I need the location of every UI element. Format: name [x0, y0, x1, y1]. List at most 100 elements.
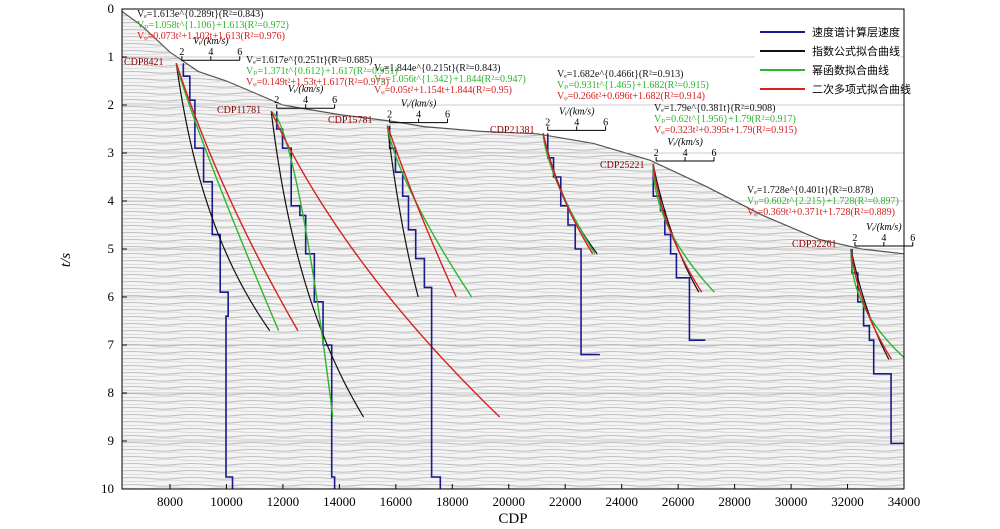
quadratic-fit-curve	[850, 248, 893, 360]
exponential-equation: Vₑ=1.844e^{0.215t}(R²=0.843)	[374, 63, 500, 74]
velocity-scale-label: Vᵢ/(km/s)	[193, 36, 229, 47]
velocity-scale-tick-label: 6	[332, 95, 337, 106]
quadratic-fit-curve	[542, 133, 594, 255]
y-axis: 0 1 2 3 4 5 6 7 8 9 10	[101, 1, 127, 496]
seismic-section	[122, 11, 904, 489]
exponential-fit-curve	[652, 163, 700, 293]
y-axis-label: t/s	[58, 253, 74, 267]
velocity-scale-tick-label: 2	[654, 148, 659, 159]
velocity-scale-tick-label: 4	[683, 148, 688, 159]
exponential-fit-curve	[270, 111, 365, 418]
x-axis: 8000 10000 12000 14000 16000 18000 20000 22000 2…	[157, 484, 920, 509]
quadratic-fit-curve	[270, 110, 501, 418]
velocity-scale-tick-label: 6	[910, 233, 915, 244]
power-fit-curve	[850, 248, 904, 359]
interval-velocity-curve	[851, 249, 904, 445]
interval-velocity-curve	[388, 125, 442, 489]
y-tick-label: 3	[108, 145, 115, 160]
velocity-scale-tick-label: 4	[416, 110, 421, 121]
velocity-scale-tick-label: 2	[545, 117, 550, 128]
x-tick-label: 32000	[831, 494, 864, 509]
cdp-label: CDP15781	[328, 115, 372, 126]
cdp-label: CDP11781	[217, 105, 261, 116]
x-tick-label: 16000	[380, 494, 413, 509]
exponential-equation: Vₑ=1.682e^{0.466t}(R²=0.913)	[557, 69, 683, 80]
exponential-equation: Vₑ=1.613e^{0.289t}(R²=0.843)	[137, 9, 263, 20]
power-equation: Vₚ=0.62t^{1.956}+1.79(R²=0.917)	[654, 114, 796, 125]
velocity-scale-label: Vᵢ/(km/s)	[559, 106, 595, 117]
x-tick-label: 22000	[549, 494, 582, 509]
quadratic-equation: Vᵩ=0.149t²+1.53t+1.617(R²=0.973)	[246, 77, 389, 88]
y-tick-label: 8	[108, 385, 115, 400]
exponential-fit-curve	[850, 248, 890, 360]
exponential-fit-curve	[386, 125, 419, 298]
x-tick-label: 8000	[157, 494, 183, 509]
power-equation: Vₚ=1.058t^{1.106}+1.613(R²=0.972)	[137, 20, 289, 31]
interval-velocity-curve	[275, 111, 336, 489]
quadratic-fit-curve	[652, 163, 703, 293]
y-tick-label: 5	[108, 241, 115, 256]
x-tick-label: 34000	[888, 494, 921, 509]
y-tick-label: 2	[108, 97, 115, 112]
x-tick-label: 24000	[605, 494, 638, 509]
legend-label-exponential: 指数公式拟合曲线	[812, 44, 900, 58]
x-tick-label: 30000	[775, 494, 808, 509]
velocity-scale-tick-label: 4	[303, 95, 308, 106]
velocity-scale-tick-label: 6	[445, 110, 450, 121]
velocity-scale-label: Vᵢ/(km/s)	[667, 137, 703, 148]
x-tick-label: 18000	[436, 494, 469, 509]
exponential-equation: Vₑ=1.617e^{0.251t}(R²=0.685)	[246, 55, 372, 66]
power-fit-curve	[270, 110, 334, 418]
exponential-equation: Vₑ=1.79e^{0.381t}(R²=0.908)	[654, 103, 775, 114]
velocity-scale-label: Vᵢ/(km/s)	[401, 99, 437, 110]
x-axis-label: CDP	[498, 511, 527, 527]
gather-annotations: 2 4 6 Vᵢ/(km/s) CDP8421 Vₑ=1.613e^{0.289t}(R²…	[124, 9, 915, 250]
y-tick-label: 10	[101, 481, 114, 496]
velocity-scale-label: Vᵢ/(km/s)	[288, 84, 324, 95]
x-tick-label: 14000	[323, 494, 356, 509]
x-tick-label: 12000	[267, 494, 300, 509]
quadratic-equation: Vᵩ=0.05t²+1.154t+1.844(R²=0.95)	[374, 85, 512, 96]
y-tick-label: 4	[108, 193, 115, 208]
velocity-gathers	[175, 63, 904, 489]
seafloor-line	[122, 10, 904, 255]
quadratic-equation: Vᵩ=0.266t²+0.696t+1.682(R²=0.914)	[557, 91, 705, 102]
power-fit-curve	[386, 125, 473, 298]
velocity-scale-tick-label: 2	[274, 95, 279, 106]
velocity-scale-tick-label: 6	[712, 148, 717, 159]
seafloor-reflector	[122, 10, 904, 255]
x-tick-label: 28000	[718, 494, 751, 509]
x-tick-label: 10000	[210, 494, 243, 509]
exponential-fit-curve	[175, 63, 271, 331]
interval-velocity-curve	[182, 63, 234, 489]
y-tick-label: 1	[108, 49, 115, 64]
velocity-scale-tick-label: 4	[881, 233, 886, 244]
power-equation: Vₚ=0.602t^{2.215}+1.728(R²=0.897)	[747, 196, 899, 207]
legend-label-quadratic: 二次多项式拟合曲线	[812, 82, 911, 96]
velocity-scale-label: Vᵢ/(km/s)	[866, 222, 902, 233]
y-tick-label: 7	[108, 337, 115, 352]
power-fit-curve	[175, 63, 280, 331]
velocity-scale-tick-label: 2	[852, 233, 857, 244]
quadratic-fit-curve	[386, 125, 457, 298]
velocity-scale-tick-label: 2	[179, 47, 184, 58]
cdp-label: CDP25221	[600, 160, 644, 171]
legend-label-interval: 速度谱计算层速度	[812, 25, 900, 39]
power-equation: Vₚ=1.056t^{1.342}+1.844(R²=0.947)	[374, 74, 526, 85]
power-equation: Vₚ=0.931t^{1.465}+1.682(R²=0.915)	[557, 80, 709, 91]
quadratic-fit-curve	[175, 63, 299, 331]
y-tick-label: 9	[108, 433, 115, 448]
cdp-label: CDP8421	[124, 57, 163, 68]
velocity-scale-tick-label: 2	[387, 110, 392, 121]
x-tick-label: 20000	[493, 494, 526, 509]
x-tick-label: 26000	[662, 494, 695, 509]
quadratic-equation: Vᵩ=0.369t²+0.371t+1.728(R²=0.889)	[747, 207, 895, 218]
quadratic-equation: Vᵩ=0.073t²+1.102t+1.613(R²=0.976)	[137, 31, 285, 42]
y-tick-label: 0	[108, 1, 115, 16]
velocity-scale-tick-label: 4	[208, 47, 213, 58]
legend-label-power: 幂函数拟合曲线	[812, 63, 889, 77]
cdp-label: CDP21381	[490, 125, 534, 136]
cdp-label: CDP32261	[792, 239, 836, 250]
